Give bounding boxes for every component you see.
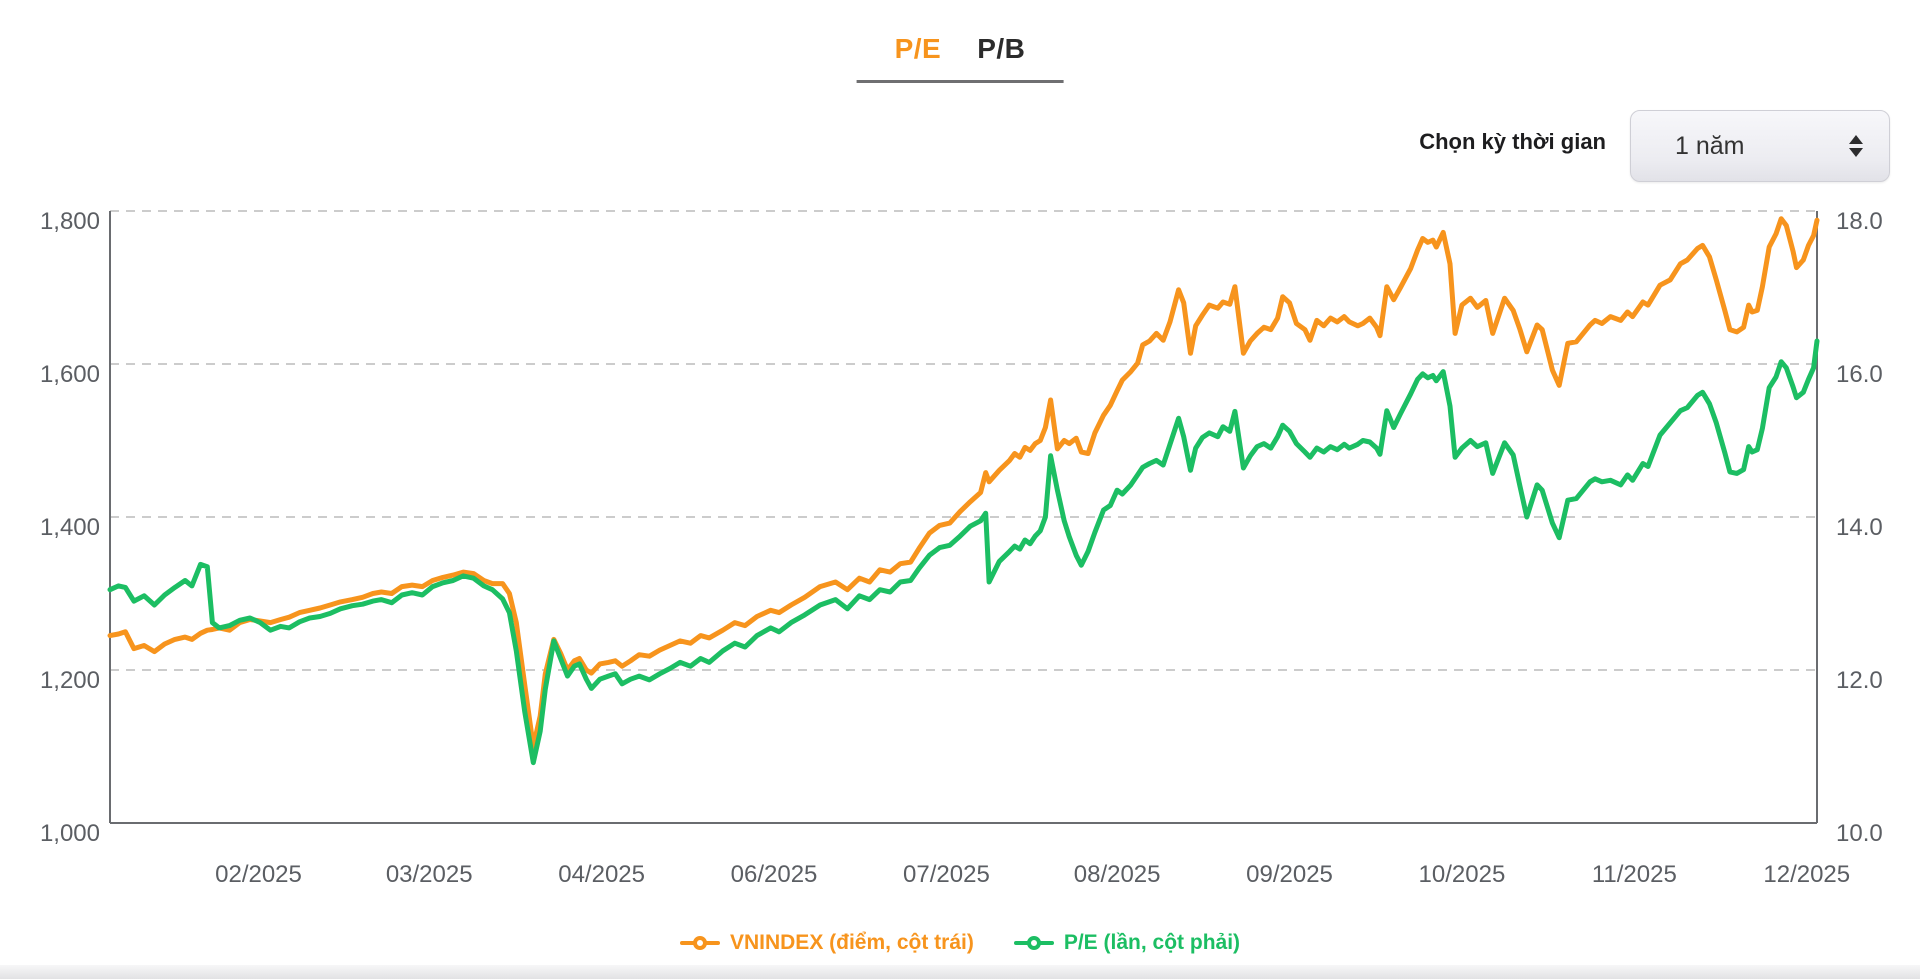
tab-bar: P/E P/B [856,33,1064,83]
y-axis-label-left: 1,600 [39,361,100,388]
legend-label-vnindex: VNINDEX (điểm, cột trái) [729,931,974,954]
tab-pb[interactable]: P/B [977,33,1026,64]
x-axis-label: 09/2025 [1246,861,1333,888]
y-axis-label-left: 1,400 [39,514,100,541]
x-axis-label: 02/2025 [215,861,302,888]
vnindex-line-series [107,216,1820,749]
y-axis-label-left: 1,200 [39,667,100,694]
y-axis-label-right: 10.0 [1836,820,1883,847]
page-bottom-fade [0,965,1920,979]
x-axis-label: 11/2025 [1591,861,1677,888]
period-select-value: 1 năm [1675,131,1745,160]
y-axis-label-right: 12.0 [1836,667,1883,694]
chart-legend: VNINDEX (điểm, cột trái) P/E (lần, cột p… [0,931,1920,955]
legend-label-pe: P/E (lần, cột phải) [1063,931,1241,954]
period-select[interactable]: 1 năm [1630,110,1890,182]
pe-series-marker-icon [1013,936,1054,951]
y-axis-label-right: 18.0 [1836,208,1883,235]
y-axis-label-right: 14.0 [1836,514,1883,541]
legend-item-vnindex[interactable]: VNINDEX (điểm, cột trái) [679,931,974,955]
x-axis-label: 07/2025 [903,861,990,888]
x-axis-label: 10/2025 [1418,861,1506,888]
x-axis-label: 06/2025 [730,861,818,888]
x-axis-label: 03/2025 [385,861,473,888]
period-label: Chọn kỳ thời gian [1419,129,1606,154]
arrow-down-icon [1849,148,1863,157]
y-axis-label-left: 1,800 [39,208,100,235]
vnindex-series-marker-icon [679,936,720,951]
pe-line-series [107,338,1820,766]
y-axis-label-left: 1,000 [39,820,100,847]
y-axis-label-right: 16.0 [1836,361,1883,388]
x-axis-label: 12/2025 [1763,861,1851,888]
select-arrows-icon [1849,135,1863,157]
arrow-up-icon [1849,135,1863,144]
x-axis-label: 08/2025 [1073,861,1161,888]
tab-pe[interactable]: P/E [894,33,942,64]
x-axis-label: 04/2025 [558,861,645,888]
legend-item-pe[interactable]: P/E (lần, cột phải) [1013,931,1241,955]
